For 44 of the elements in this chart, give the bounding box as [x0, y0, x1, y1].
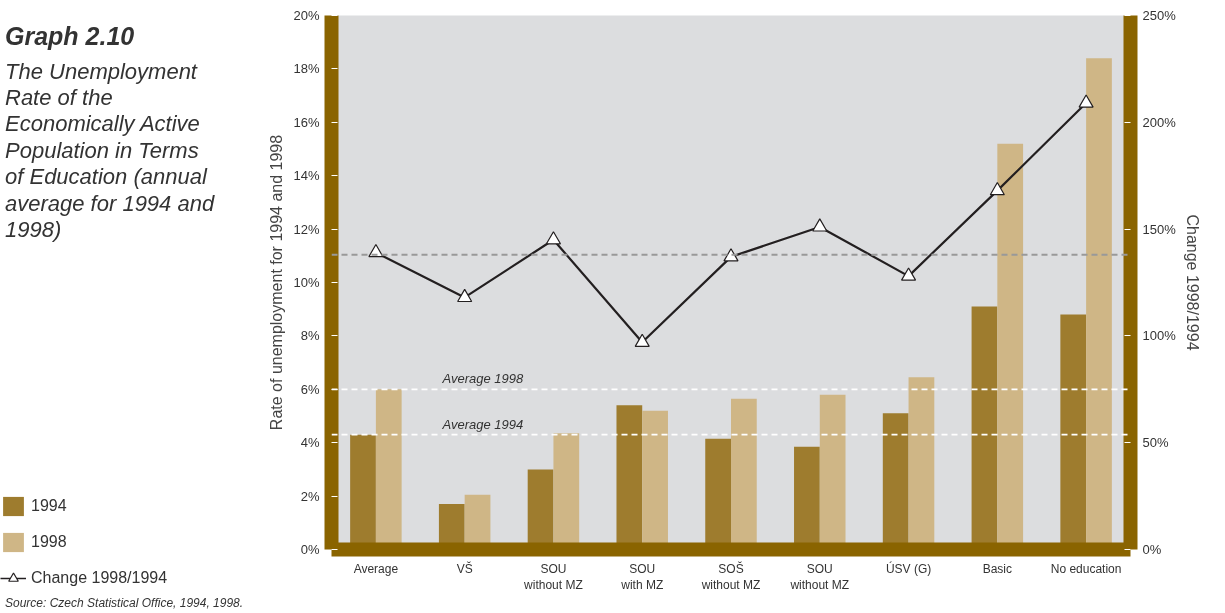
- x-tick-label: Average: [353, 561, 399, 576]
- y-tick-label: 20%: [293, 8, 320, 23]
- y2-tick-label: 250%: [1142, 8, 1177, 23]
- ref-line-label: Average 1998: [441, 371, 524, 387]
- y-tick-label: 2%: [300, 488, 320, 504]
- y-tick-label: 6%: [300, 381, 320, 397]
- x-tick-label: SOU without MZ: [523, 561, 583, 593]
- y-tick-label: 10%: [293, 275, 320, 290]
- y-axis-title: Rate of unemployment for 1994 and 1998: [268, 134, 286, 431]
- y2-tick-label: 100%: [1142, 328, 1177, 344]
- y2-tick-label: 200%: [1142, 114, 1177, 130]
- y-tick-label: 12%: [293, 221, 320, 237]
- y2-tick-label: 150%: [1142, 221, 1177, 237]
- x-tick-label: SOU with MZ: [620, 561, 664, 593]
- x-tick-label: VŠ: [456, 560, 473, 576]
- legend-label: 1998: [31, 533, 67, 551]
- y-tick-label: 14%: [293, 168, 320, 184]
- y-tick-label: 16%: [293, 114, 320, 130]
- legend-label: 1994: [31, 497, 67, 515]
- y-tick-label: 18%: [293, 61, 320, 77]
- point: [457, 288, 473, 303]
- x-tick-label: SOŠ without MZ: [700, 560, 761, 593]
- point: [723, 248, 739, 262]
- ref-line-label: Average 1994: [441, 416, 524, 432]
- point: [900, 267, 917, 281]
- legend-label: Change 1998/1994: [31, 569, 168, 587]
- point: [545, 231, 562, 245]
- x-tick-label: No education: [1050, 561, 1122, 576]
- x-tick-label: ÚSV (G): [885, 560, 932, 576]
- y-tick-label: 8%: [300, 328, 320, 344]
- point: [812, 218, 828, 232]
- y-tick-label: 4%: [300, 435, 320, 451]
- x-tick-label: Basic: [982, 561, 1013, 576]
- point: [1078, 94, 1094, 108]
- point: [634, 333, 650, 347]
- text: The Unemployment Rate of the Economically Active Population in Terms of Education (annual average for 1994 and 1998): [5, 58, 216, 244]
- x-tick-label: SOU without MZ: [789, 561, 850, 593]
- y2-axis-title: Change 1998/1994: [1183, 214, 1201, 351]
- y2-tick-label: 50%: [1142, 435, 1169, 451]
- text: Graph 2.10: [5, 21, 136, 52]
- y2-tick-label: 0%: [1142, 542, 1162, 557]
- y-tick-label: 0%: [300, 542, 320, 557]
- source-note: Source: Czech Statistical Office, 1994, 1998.: [5, 595, 244, 612]
- point: [989, 181, 1005, 196]
